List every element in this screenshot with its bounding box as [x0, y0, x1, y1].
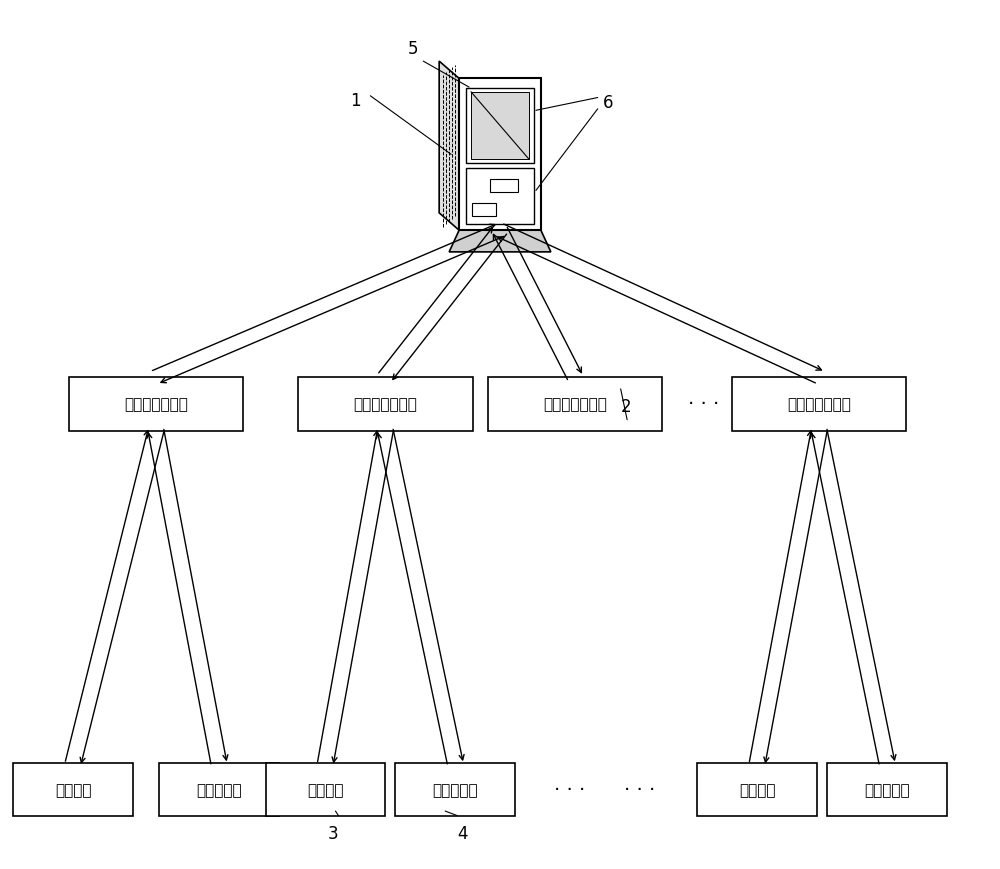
- Bar: [732, 377, 906, 431]
- Bar: [697, 763, 817, 817]
- Bar: [13, 763, 133, 817]
- Text: 车位管理控制器: 车位管理控制器: [787, 396, 851, 412]
- Text: 车位管理控制器: 车位管理控制器: [124, 396, 188, 412]
- Bar: [466, 89, 534, 164]
- Bar: [69, 377, 243, 431]
- Text: · · ·: · · ·: [688, 395, 719, 414]
- Text: · · ·: · · ·: [624, 780, 655, 799]
- Bar: [459, 79, 541, 231]
- Text: 锁车装置: 锁车装置: [55, 782, 91, 797]
- Bar: [466, 169, 534, 225]
- Text: 车位管理控制器: 车位管理控制器: [353, 396, 417, 412]
- Text: 4: 4: [457, 824, 467, 842]
- Bar: [472, 204, 496, 216]
- Text: 探测传感器: 探测传感器: [432, 782, 478, 797]
- Polygon shape: [449, 231, 551, 253]
- Text: 2: 2: [620, 398, 631, 415]
- Bar: [298, 377, 473, 431]
- Bar: [159, 763, 279, 817]
- Bar: [471, 93, 529, 160]
- Text: 探测传感器: 探测传感器: [864, 782, 910, 797]
- Text: · · ·: · · ·: [554, 780, 585, 799]
- Text: 6: 6: [602, 94, 613, 112]
- Polygon shape: [439, 62, 459, 231]
- Text: 探测传感器: 探测传感器: [196, 782, 242, 797]
- Text: 1: 1: [350, 92, 361, 110]
- Bar: [395, 763, 515, 817]
- Text: 5: 5: [408, 40, 418, 58]
- Bar: [266, 763, 385, 817]
- Bar: [488, 377, 662, 431]
- Text: 锁车装置: 锁车装置: [739, 782, 776, 797]
- Bar: [827, 763, 947, 817]
- Text: 车位管理控制器: 车位管理控制器: [543, 396, 607, 412]
- Text: 3: 3: [328, 824, 339, 842]
- Bar: [490, 180, 518, 192]
- Text: 锁车装置: 锁车装置: [307, 782, 344, 797]
